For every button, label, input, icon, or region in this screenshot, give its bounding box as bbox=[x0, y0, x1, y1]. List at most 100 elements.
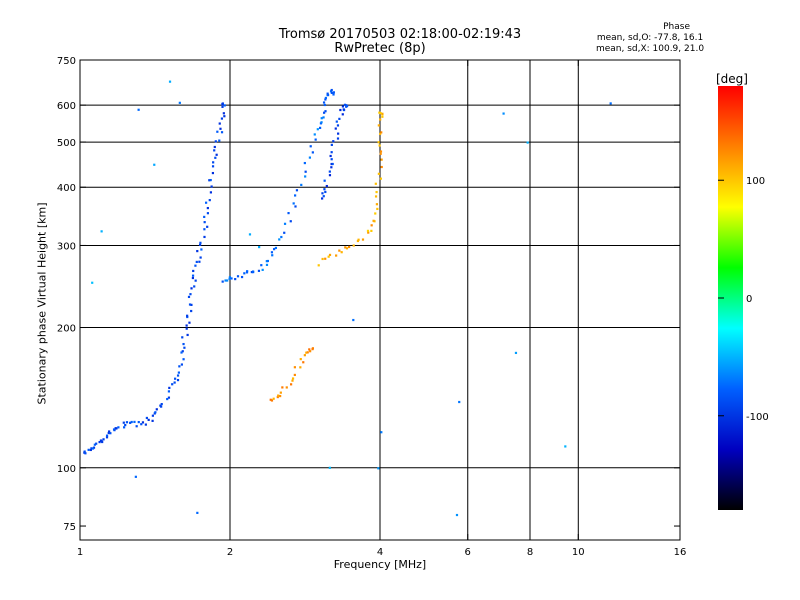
data-points bbox=[83, 80, 612, 517]
echo-point bbox=[287, 211, 290, 215]
echo-point bbox=[248, 233, 252, 236]
echo-point bbox=[377, 124, 380, 127]
echo-point bbox=[154, 411, 157, 414]
echo-point bbox=[182, 358, 185, 361]
echo-point bbox=[228, 276, 232, 279]
echo-point bbox=[352, 318, 355, 322]
echo-point bbox=[151, 414, 154, 417]
echo-point bbox=[291, 377, 295, 380]
echo-point bbox=[198, 243, 202, 246]
x-tick-label: 2 bbox=[227, 547, 233, 558]
echo-point bbox=[318, 126, 322, 129]
echo-point bbox=[240, 275, 244, 279]
echo-point bbox=[323, 179, 326, 182]
echo-point bbox=[171, 383, 174, 386]
echo-point bbox=[277, 394, 280, 397]
echo-point bbox=[203, 228, 206, 231]
echo-point bbox=[381, 112, 384, 115]
echo-point bbox=[105, 434, 109, 437]
echo-point bbox=[378, 144, 381, 147]
echo-point bbox=[370, 229, 373, 232]
echo-point bbox=[183, 346, 186, 349]
echo-point bbox=[278, 238, 281, 241]
echo-point bbox=[220, 117, 224, 120]
echo-point bbox=[335, 254, 338, 257]
echo-point bbox=[84, 452, 87, 455]
echo-point bbox=[181, 350, 184, 353]
echo-point bbox=[216, 130, 219, 133]
echo-point bbox=[279, 394, 282, 398]
echo-point bbox=[205, 201, 208, 204]
echo-point bbox=[330, 151, 333, 154]
colorbar-ticks: 100 0 -100 bbox=[718, 176, 769, 423]
echo-point bbox=[102, 438, 105, 441]
echo-point bbox=[190, 309, 193, 313]
x-axis-label: Frequency [MHz] bbox=[333, 558, 427, 571]
y-tick-label: 750 bbox=[57, 56, 76, 67]
echo-point bbox=[321, 192, 324, 195]
echo-point bbox=[129, 421, 132, 424]
echo-point bbox=[257, 269, 261, 272]
echo-point bbox=[332, 140, 335, 143]
echo-point bbox=[279, 391, 282, 394]
echo-point bbox=[218, 139, 221, 142]
echo-point bbox=[141, 421, 145, 424]
echo-point bbox=[314, 138, 317, 141]
echo-point bbox=[95, 442, 98, 445]
echo-point bbox=[123, 426, 126, 429]
echo-point bbox=[283, 222, 287, 225]
echo-point bbox=[98, 440, 101, 444]
echo-point bbox=[147, 418, 150, 421]
echo-point bbox=[324, 257, 327, 260]
echo-point bbox=[361, 238, 365, 241]
echo-point bbox=[180, 351, 183, 354]
echo-point bbox=[303, 161, 306, 165]
echo-point bbox=[381, 115, 384, 118]
echo-point bbox=[192, 269, 195, 273]
echo-point bbox=[167, 396, 171, 399]
echo-point bbox=[258, 245, 261, 249]
echo-point bbox=[219, 127, 222, 130]
echo-point bbox=[276, 395, 279, 399]
echo-point bbox=[274, 246, 278, 250]
echo-point bbox=[206, 225, 209, 228]
echo-point bbox=[332, 91, 335, 94]
echo-point bbox=[289, 220, 292, 223]
echo-point bbox=[317, 264, 320, 267]
echo-point bbox=[199, 256, 202, 259]
x-tick-label: 1 bbox=[77, 547, 83, 558]
echo-point bbox=[209, 191, 213, 194]
echo-point bbox=[101, 440, 104, 444]
echo-point bbox=[272, 397, 275, 400]
echo-point bbox=[455, 513, 459, 517]
echo-point bbox=[343, 103, 347, 106]
phase-x-stats: mean, sd,X: 100.9, 21.0 bbox=[595, 44, 705, 54]
echo-point bbox=[323, 188, 326, 191]
echo-point bbox=[374, 195, 378, 198]
y-tick-label: 600 bbox=[57, 101, 76, 112]
echo-point bbox=[210, 185, 213, 188]
echo-point bbox=[246, 270, 249, 273]
echo-point bbox=[145, 416, 148, 420]
y-tick-label: 500 bbox=[57, 138, 76, 149]
echo-point bbox=[208, 179, 211, 182]
echo-point bbox=[379, 111, 382, 115]
plot-subtitle: RwPretec (8p) bbox=[334, 41, 426, 56]
echo-point bbox=[273, 248, 276, 251]
echo-point bbox=[203, 215, 206, 219]
echo-point bbox=[245, 271, 249, 274]
x-tick-label: 10 bbox=[572, 547, 585, 558]
echo-point bbox=[270, 251, 274, 254]
echo-point bbox=[160, 402, 163, 406]
echo-point bbox=[336, 124, 340, 127]
echo-point bbox=[191, 276, 195, 280]
echo-point bbox=[321, 257, 324, 261]
echo-point bbox=[322, 101, 326, 104]
echo-point bbox=[378, 111, 381, 114]
echo-point bbox=[309, 145, 312, 148]
echo-point bbox=[329, 90, 333, 93]
echo-point bbox=[243, 272, 246, 275]
echo-point bbox=[213, 145, 216, 149]
echo-point bbox=[322, 195, 325, 198]
